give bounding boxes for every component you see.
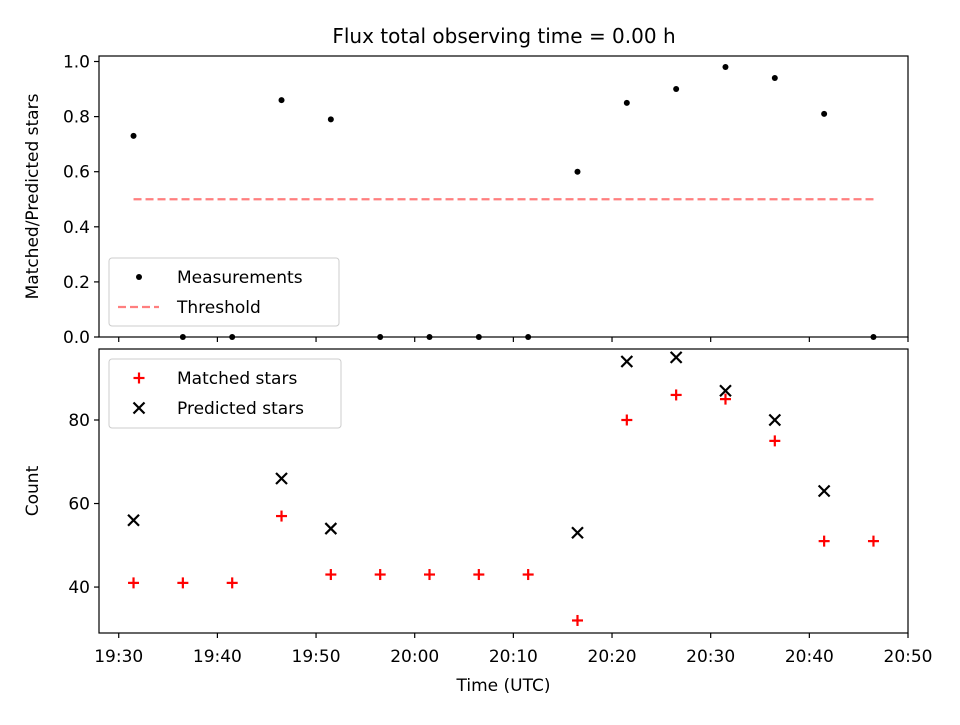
predicted-stars-point <box>817 484 831 498</box>
legend-label: Threshold <box>176 298 261 318</box>
predicted-stars-point-b <box>620 355 634 368</box>
top-legend: Measurements Threshold <box>108 257 340 327</box>
matched-stars-point <box>424 569 436 581</box>
legend-x-swatch <box>132 401 146 415</box>
predicted-stars-point <box>275 472 288 485</box>
top-y-tick-label: 0.2 <box>63 273 90 293</box>
matched-stars-point <box>226 577 238 589</box>
bottom-y-axis-label: Count <box>23 465 43 516</box>
matched-stars-point <box>276 510 288 522</box>
bottom-x-axis-label: Time (UTC) <box>456 676 551 696</box>
predicted-stars-point <box>127 513 140 527</box>
predicted-stars-point-b <box>571 526 584 540</box>
top-plot: 0.0 0.2 0.4 0.6 0.8 1.0 Matched/Predicted star… <box>23 53 909 348</box>
measurement-point <box>130 132 137 139</box>
bottom-legend-box <box>108 358 342 429</box>
top-y-tick-label: 1.0 <box>63 53 90 73</box>
measurement-point <box>377 334 384 340</box>
top-y-tick-label: 0.0 <box>63 328 90 348</box>
top-plot-frame <box>98 55 909 338</box>
matched-stars-point <box>128 577 140 589</box>
predicted-stars-point <box>768 413 782 427</box>
measurement-point <box>525 334 532 340</box>
measurement-point <box>179 334 186 340</box>
bottom-x-tick-label: 20:10 <box>489 647 538 667</box>
measurement-point <box>475 334 482 340</box>
measurement-point <box>327 116 334 123</box>
matched-stars-point <box>325 569 337 581</box>
bottom-y-tick-label: 60 <box>68 495 90 515</box>
legend-dot-swatch <box>136 274 142 280</box>
predicted-stars-point <box>620 355 634 368</box>
predicted-stars-point-b <box>275 472 288 485</box>
predicted-stars-point-b <box>768 413 782 427</box>
top-y-axis-label: Matched/Predicted stars <box>23 93 43 299</box>
measurement-point <box>229 334 236 340</box>
matched-stars-point <box>867 535 879 547</box>
predicted-stars-point-b <box>719 384 732 398</box>
bottom-x-tick-label: 20:20 <box>588 647 637 667</box>
bottom-plot: 40 60 80 19:30 19:40 19:50 20:00 20:10 20:20 20:3… <box>23 348 933 696</box>
matched-stars-point <box>670 389 682 401</box>
top-series-0 <box>130 64 877 340</box>
matched-stars-point <box>473 569 485 581</box>
predicted-stars-point-b <box>817 484 831 498</box>
legend-label: Measurements <box>177 268 303 288</box>
bottom-plot-frame <box>98 348 909 634</box>
top-legend-box <box>108 257 340 327</box>
top-y-tick-label: 0.6 <box>63 163 90 183</box>
bottom-series-0 <box>128 389 879 626</box>
predicted-stars-point <box>719 384 732 398</box>
legend-label: Matched stars <box>177 369 297 389</box>
bottom-x-tick-label: 20:50 <box>884 647 933 667</box>
measurement-point <box>722 64 729 71</box>
bottom-legend: Matched stars Predicted stars <box>108 358 342 429</box>
bottom-y-tick-label: 80 <box>68 411 90 431</box>
top-y-tick-label: 0.8 <box>63 108 90 128</box>
measurement-point <box>821 110 828 117</box>
predicted-stars-point <box>324 522 338 535</box>
predicted-stars-point-b <box>127 513 140 527</box>
matched-stars-point <box>818 535 830 547</box>
measurement-point <box>771 75 778 82</box>
measurement-point <box>673 86 680 93</box>
matched-stars-point <box>769 435 781 447</box>
matched-stars-point <box>374 569 386 581</box>
legend-x-swatch-b <box>132 401 146 415</box>
bottom-x-tick-label: 20:30 <box>686 647 735 667</box>
matched-stars-point <box>621 414 633 426</box>
measurement-point <box>278 97 285 104</box>
predicted-stars-point <box>571 526 584 540</box>
bottom-x-tick-label: 20:40 <box>785 647 834 667</box>
legend-label: Predicted stars <box>177 399 304 419</box>
bottom-x-tick-label: 19:50 <box>292 647 341 667</box>
matched-stars-point <box>571 614 583 626</box>
predicted-stars-point-b <box>669 351 683 364</box>
bottom-series-1 <box>127 351 831 540</box>
bottom-x-tick-label: 20:00 <box>390 647 439 667</box>
bottom-x-tick-label: 19:30 <box>94 647 143 667</box>
measurement-point <box>426 334 433 340</box>
bottom-y-tick-label: 40 <box>68 578 90 598</box>
chart-title: Flux total observing time = 0.00 h <box>332 24 675 48</box>
measurement-point <box>870 334 877 340</box>
legend-plus-swatch <box>133 372 145 384</box>
predicted-stars-point <box>669 351 683 364</box>
top-y-tick-label: 0.4 <box>63 218 90 238</box>
bottom-x-tick-label: 19:40 <box>193 647 242 667</box>
predicted-stars-point-b <box>324 522 338 535</box>
measurement-point <box>623 99 630 106</box>
measurement-point <box>574 168 581 175</box>
matched-stars-point <box>719 393 731 405</box>
matched-stars-point <box>522 569 534 581</box>
matched-stars-point <box>177 577 189 589</box>
